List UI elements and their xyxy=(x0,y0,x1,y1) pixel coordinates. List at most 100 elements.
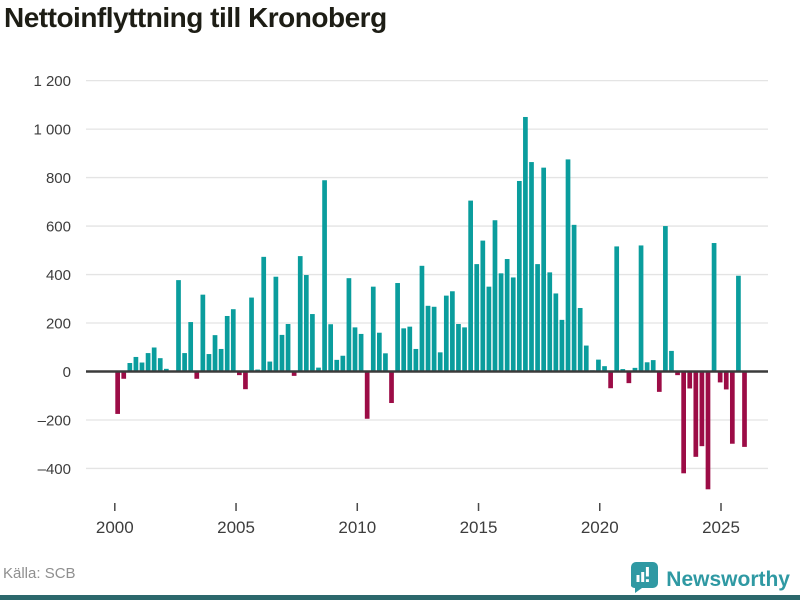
x-tick-label: 2000 xyxy=(96,518,134,537)
bar xyxy=(583,345,589,372)
y-tick-label: 1 000 xyxy=(33,122,71,139)
bar xyxy=(115,371,120,414)
bar xyxy=(656,371,662,392)
bar xyxy=(364,371,370,419)
bar xyxy=(456,323,461,372)
bar xyxy=(492,220,498,372)
bar xyxy=(151,347,157,372)
bar xyxy=(614,246,620,372)
bar xyxy=(516,180,522,372)
bar xyxy=(571,224,577,372)
bar xyxy=(206,354,212,372)
y-tick-label: 400 xyxy=(46,267,71,284)
bar xyxy=(407,326,413,372)
bar xyxy=(273,276,279,372)
bar xyxy=(687,371,693,389)
x-tick-label: 2025 xyxy=(702,518,740,537)
y-tick-label: 600 xyxy=(46,219,71,236)
bar xyxy=(310,314,315,372)
y-tick-label: 1 200 xyxy=(33,73,71,90)
bar xyxy=(127,363,133,372)
bar xyxy=(729,371,735,444)
newsworthy-logo: Newsworthy xyxy=(630,562,790,598)
bar xyxy=(443,295,449,372)
bar xyxy=(243,371,248,390)
bar xyxy=(529,162,534,372)
bar xyxy=(480,240,486,372)
bar xyxy=(535,264,540,372)
bar xyxy=(261,256,267,372)
bar xyxy=(565,159,571,372)
bar xyxy=(541,167,547,372)
bar xyxy=(145,353,151,372)
bar xyxy=(401,328,407,372)
bar xyxy=(200,294,206,372)
bar xyxy=(547,272,553,372)
bar xyxy=(523,116,528,372)
bar xyxy=(376,332,382,372)
bar xyxy=(182,353,187,372)
x-tick-label: 2005 xyxy=(217,518,255,537)
bar xyxy=(395,283,400,372)
bar xyxy=(188,322,194,372)
bar xyxy=(638,245,644,372)
footer-accent-bar xyxy=(0,595,800,600)
bar xyxy=(316,367,321,372)
bar xyxy=(212,335,218,372)
bar xyxy=(602,366,607,372)
x-tick-label: 2015 xyxy=(460,518,498,537)
bar xyxy=(237,371,242,376)
bar xyxy=(620,369,626,372)
bar xyxy=(358,333,364,372)
bar xyxy=(121,371,127,379)
bar xyxy=(218,348,224,372)
bar xyxy=(650,360,656,372)
bar xyxy=(723,371,729,390)
y-tick-label: 0 xyxy=(63,364,71,381)
bar xyxy=(346,278,352,372)
bar xyxy=(510,277,516,372)
bar xyxy=(742,371,747,447)
bar xyxy=(450,291,455,372)
bar xyxy=(681,371,686,474)
bar xyxy=(431,306,437,372)
bar xyxy=(389,371,394,404)
bar xyxy=(279,334,285,372)
bar xyxy=(291,371,297,376)
bar xyxy=(675,371,680,376)
bar xyxy=(194,371,200,379)
bar xyxy=(340,355,346,372)
y-tick-label: 200 xyxy=(46,316,71,333)
bar xyxy=(230,309,236,372)
bar xyxy=(644,362,650,372)
y-tick-label: –400 xyxy=(38,461,71,478)
y-tick-label: –200 xyxy=(38,412,71,429)
bar xyxy=(711,243,717,372)
bar xyxy=(632,367,638,372)
source-label: Källa: SCB xyxy=(3,565,76,582)
bar xyxy=(596,359,601,372)
bar xyxy=(693,371,699,457)
bar xyxy=(334,359,340,372)
bar xyxy=(669,350,674,372)
bar xyxy=(504,259,510,372)
bar xyxy=(224,315,230,372)
bar xyxy=(176,280,181,372)
bar xyxy=(559,319,565,372)
bar xyxy=(157,358,163,372)
x-tick-label: 2010 xyxy=(338,518,376,537)
bar xyxy=(133,356,139,372)
bar xyxy=(577,307,583,372)
brand-name: Newsworthy xyxy=(666,568,790,591)
bar xyxy=(297,256,303,372)
bar xyxy=(163,368,169,372)
bar xyxy=(249,297,254,372)
chart-title: Nettoinflyttning till Kronoberg xyxy=(4,2,387,33)
bar xyxy=(419,265,425,372)
newsworthy-bar-chart-bubble-icon xyxy=(630,562,659,598)
bar xyxy=(468,200,473,372)
bar xyxy=(663,226,668,372)
bar xyxy=(303,275,309,372)
